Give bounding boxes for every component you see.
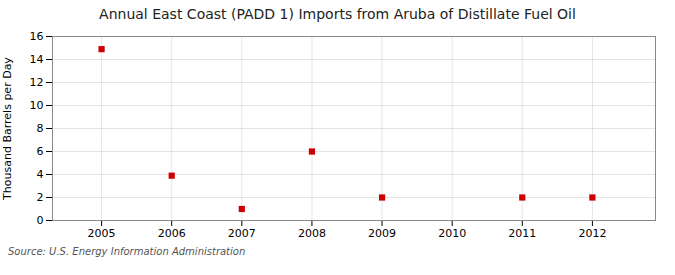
svg-text:2008: 2008 [298, 227, 326, 240]
svg-text:10: 10 [30, 99, 44, 112]
svg-text:2009: 2009 [368, 227, 396, 240]
svg-text:14: 14 [30, 53, 44, 66]
svg-text:2010: 2010 [438, 227, 466, 240]
svg-text:4: 4 [37, 168, 44, 181]
svg-text:2011: 2011 [508, 227, 536, 240]
svg-text:2006: 2006 [158, 227, 186, 240]
svg-text:8: 8 [37, 122, 44, 135]
svg-text:Thousand Barrels per Day: Thousand Barrels per Day [1, 57, 14, 201]
svg-text:2005: 2005 [88, 227, 116, 240]
html-text:Source: U.S. Energy Informatio: Source: U.S. Energy Information Administ… [8, 246, 246, 257]
svg-text:0: 0 [37, 214, 44, 227]
svg-text:2007: 2007 [228, 227, 256, 240]
svg-text:2012: 2012 [578, 227, 606, 240]
svg-text:2: 2 [37, 191, 44, 204]
html-text:Annual East Coast (PADD 1) Imp: Annual East Coast (PADD 1) Imports from … [99, 6, 576, 22]
svg-text:12: 12 [30, 76, 44, 89]
svg-text:16: 16 [30, 30, 44, 43]
svg-text:6: 6 [37, 145, 44, 158]
